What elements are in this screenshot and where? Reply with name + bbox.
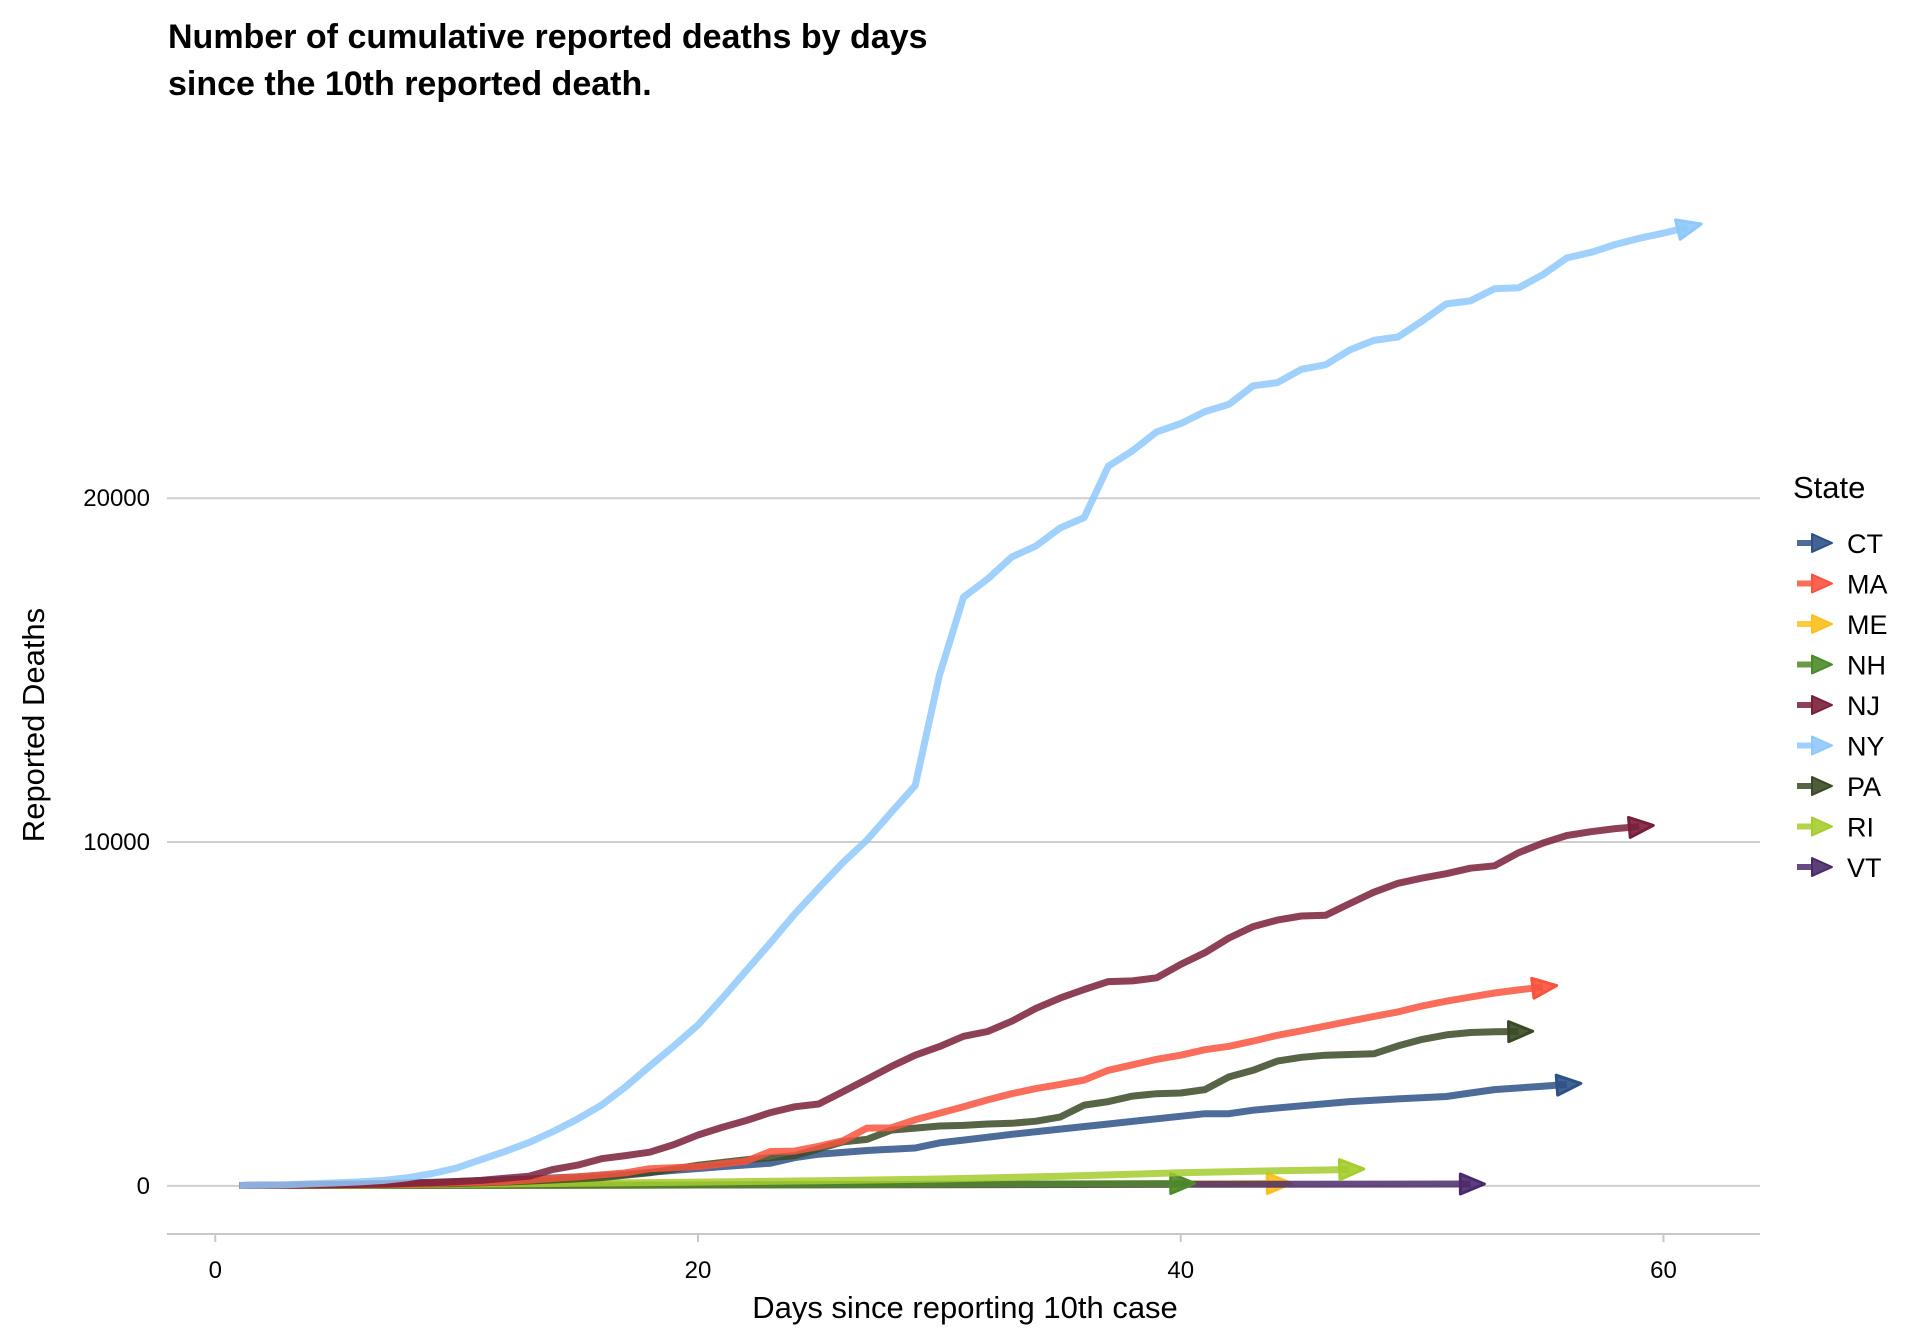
series-arrowhead-nh <box>1169 1171 1197 1195</box>
series-arrowhead-ct <box>1554 1073 1583 1097</box>
legend-key-arrow-icon <box>1811 857 1833 877</box>
legend-key-arrow-icon <box>1811 776 1833 796</box>
legend-label: RI <box>1847 813 1874 843</box>
x-axis-title: Days since reporting 10th case <box>752 1290 1178 1325</box>
legend-item-nh: NH <box>1797 651 1886 681</box>
series-line-nj <box>239 823 1640 1189</box>
series-line-pa <box>239 1028 1519 1189</box>
legend-item-ct: CT <box>1797 529 1883 559</box>
x-tick-label: 40 <box>1167 1257 1194 1284</box>
legend-key-arrow-icon <box>1811 654 1833 675</box>
series-arrowhead-pa <box>1506 1020 1535 1044</box>
legend-item-ma: MA <box>1797 570 1888 600</box>
series-arrowhead-ny <box>1674 218 1703 241</box>
legend-label: VT <box>1847 853 1882 883</box>
chart-title-line-1: Number of cumulative reported deaths by … <box>168 18 928 56</box>
series-lines <box>239 218 1703 1196</box>
legend-item-vt: VT <box>1797 853 1882 883</box>
legend-item-pa: PA <box>1797 772 1881 802</box>
series-arrowhead-ma <box>1530 976 1559 1000</box>
legend-item-me: ME <box>1797 610 1888 640</box>
series-arrowhead-nj <box>1627 815 1655 839</box>
y-tick-label: 10000 <box>83 829 150 856</box>
legend-label: PA <box>1847 772 1881 802</box>
y-axis-ticks: 0 10000 20000 <box>83 485 150 1200</box>
y-axis-title: Reported Deaths <box>16 608 51 842</box>
x-tick-label: 20 <box>685 1257 712 1284</box>
legend-key-arrow-icon <box>1811 695 1833 715</box>
legend-label: NY <box>1847 732 1885 762</box>
legend-label: NJ <box>1847 691 1880 721</box>
legend-title: State <box>1793 470 1865 505</box>
legend-item-ri: RI <box>1797 813 1874 843</box>
series-arrowhead-vt <box>1458 1172 1486 1196</box>
legend-item-ny: NY <box>1797 732 1885 762</box>
legend-label: NH <box>1847 651 1886 681</box>
legend-key-arrow-icon <box>1811 614 1833 634</box>
x-tick-label: 0 <box>209 1257 222 1284</box>
x-axis-ticks: 0 20 40 60 <box>209 1234 1677 1284</box>
y-tick-label: 20000 <box>83 485 150 512</box>
series-arrowhead-ri <box>1337 1158 1366 1182</box>
legend-key-arrow-icon <box>1811 735 1833 756</box>
legend-item-nj: NJ <box>1797 691 1880 721</box>
series-line-ny <box>239 223 1689 1189</box>
legend-label: CT <box>1847 529 1883 559</box>
legend: State CT MA ME NH NJ NY PA RI VT <box>1793 470 1888 883</box>
chart-title-line-2: since the 10th reported death. <box>168 65 652 103</box>
legend-label: MA <box>1847 570 1888 600</box>
series-line-ma <box>239 983 1544 1189</box>
legend-key-arrow-icon <box>1811 816 1833 837</box>
x-tick-label: 60 <box>1650 1257 1677 1284</box>
y-tick-label: 0 <box>137 1173 150 1200</box>
legend-key-arrow-icon <box>1811 533 1833 553</box>
legend-label: ME <box>1847 610 1888 640</box>
legend-key-arrow-icon <box>1811 573 1833 594</box>
legend-items: CT MA ME NH NJ NY PA RI VT <box>1797 529 1888 883</box>
